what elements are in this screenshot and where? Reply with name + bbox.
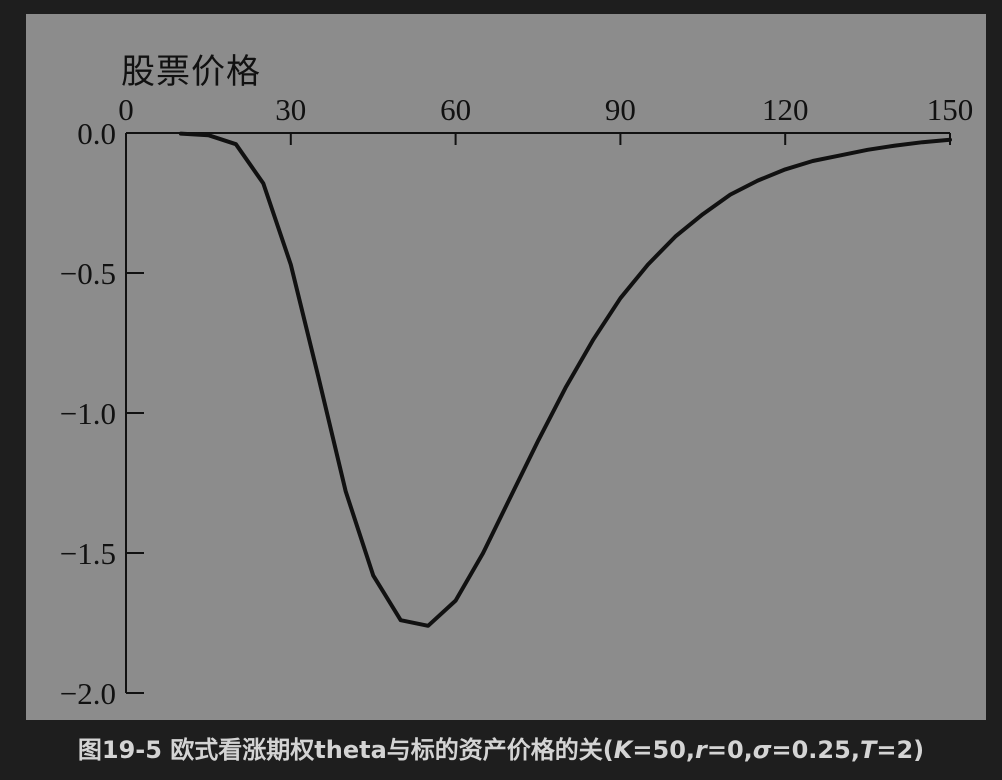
- caption-t-value: =2): [876, 736, 925, 764]
- data-point: [316, 375, 320, 379]
- data-point: [234, 142, 238, 146]
- series-line: [178, 131, 952, 628]
- data-point: [481, 551, 485, 555]
- y-ticks: 0.0 −0.5 −1.0 −1.5 −2.0: [60, 116, 144, 711]
- data-point: [866, 148, 870, 152]
- data-point: [618, 296, 622, 300]
- data-point: [838, 153, 842, 157]
- data-point: [426, 624, 430, 628]
- y-tick-label: −1.5: [60, 536, 116, 571]
- caption-prefix: 图19-5 欧式看涨期权theta与标的资产价格的关(: [77, 736, 614, 764]
- data-point: [948, 138, 952, 142]
- data-point: [509, 495, 513, 499]
- x-tick-label: 30: [275, 92, 306, 127]
- caption-r-value: =0,: [706, 736, 753, 764]
- y-tick-label: 0.0: [77, 116, 116, 151]
- x-tick-label: 90: [605, 92, 636, 127]
- x-axis-title: 股票价格: [121, 52, 261, 92]
- caption-sigma-value: =0.25,: [771, 736, 860, 764]
- data-point: [646, 263, 650, 267]
- data-point: [673, 235, 677, 239]
- data-point: [783, 167, 787, 171]
- series-layer: [178, 131, 952, 628]
- axes: [125, 132, 950, 693]
- caption-r-symbol: r: [695, 736, 707, 764]
- data-point: [563, 386, 567, 390]
- data-point: [728, 193, 732, 197]
- y-tick-label: −1.0: [60, 396, 116, 431]
- data-point: [206, 133, 210, 137]
- data-point: [289, 263, 293, 267]
- x-tick-label: 120: [762, 92, 809, 127]
- y-tick-label: −2.0: [60, 676, 116, 711]
- line-chart: 0 30 60 90 120 150 0.0 −0.5 −1.0 −1.5 −2.0: [60, 92, 973, 711]
- figure-caption: 图19-5 欧式看涨期权theta与标的资产价格的关(K=50,r=0,σ=0.…: [0, 730, 1002, 765]
- data-point: [811, 159, 815, 163]
- data-point: [344, 489, 348, 493]
- data-point: [756, 179, 760, 183]
- x-tick-label: 150: [927, 92, 974, 127]
- caption-t-symbol: T: [859, 736, 877, 764]
- x-tick-label: 0: [118, 92, 134, 127]
- data-point: [591, 338, 595, 342]
- caption-k-value: =50,: [632, 736, 696, 764]
- x-tick-label: 60: [440, 92, 471, 127]
- chart-figure: 股票价格 0 30 60 90 120 150 0.0 −0.5 −1.0 −1.5 −2.0: [26, 14, 986, 720]
- data-point: [921, 140, 925, 144]
- data-point: [893, 144, 897, 148]
- x-ticks: 0 30 60 90 120 150: [118, 92, 973, 145]
- caption-sigma-symbol: σ: [752, 736, 772, 764]
- y-tick-label: −0.5: [60, 256, 116, 291]
- data-point: [371, 573, 375, 577]
- data-point: [701, 212, 705, 216]
- caption-k-symbol: K: [613, 736, 633, 764]
- data-point: [454, 599, 458, 603]
- data-point: [399, 618, 403, 622]
- data-point: [261, 181, 265, 185]
- data-point: [179, 132, 183, 136]
- data-point: [536, 439, 540, 443]
